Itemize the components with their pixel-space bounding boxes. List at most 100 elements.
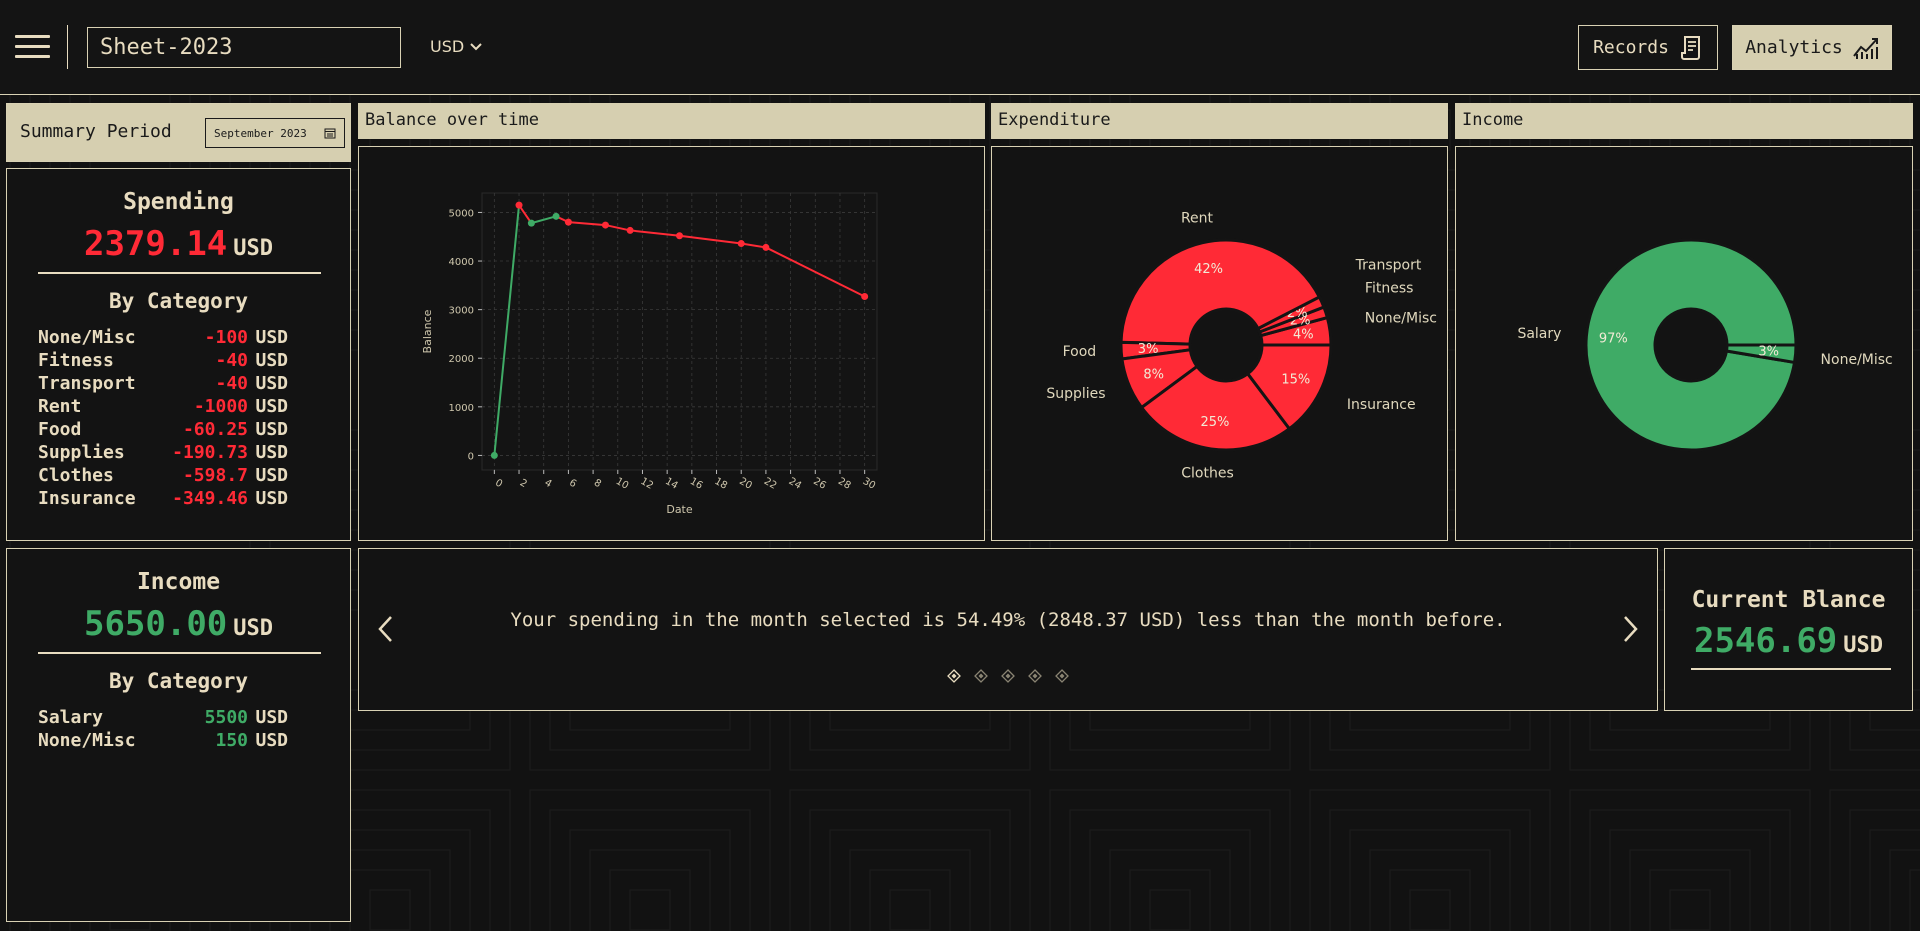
balance-point (564, 218, 572, 226)
chevron-right-icon[interactable] (1618, 614, 1642, 644)
pie-percent-label: 15% (1281, 373, 1310, 388)
expenditure-pie-chart: 4%None/Misc2%Fitness2%Transport42%Rent3%… (1046, 210, 1437, 481)
insight-text: Your spending in the month selected is 5… (510, 609, 1506, 631)
balance-segment (605, 224, 631, 232)
analytics-button[interactable]: Analytics (1732, 25, 1892, 70)
x-tick-label: 2 (518, 477, 529, 490)
carousel-dot[interactable] (974, 669, 988, 683)
income-amount: 5650.00 (83, 604, 228, 644)
spending-category-row: Clothes -598.7 USD (38, 465, 288, 488)
pie-category-label: Food (1063, 344, 1097, 360)
category-name: Rent (38, 396, 82, 417)
summary-period-bar: Summary Period September 2023 (6, 103, 351, 162)
category-unit: USD (255, 488, 288, 509)
category-name: None/Misc (38, 730, 136, 751)
pie-category-label: Supplies (1046, 386, 1105, 402)
carousel-dot[interactable] (1055, 669, 1069, 683)
line-chart-icon (1852, 37, 1878, 59)
balance-point (676, 232, 683, 240)
spending-category-row: Supplies -190.73 USD (38, 442, 288, 465)
records-button[interactable]: Records (1578, 25, 1718, 70)
x-tick-label: 12 (638, 476, 655, 492)
spending-category-row: Food -60.25 USD (38, 419, 288, 442)
category-value: -1000 (193, 396, 248, 417)
expenditure-chart-panel: 4% None/Misc 2% Fitness 2% Transport 42% Rent 3%… (991, 146, 1448, 541)
category-name: Salary (38, 707, 104, 728)
chevron-left-icon[interactable] (374, 614, 398, 644)
x-tick-label: 28 (836, 476, 853, 492)
income-category-row: None/Misc 150 USD (38, 730, 288, 753)
current-balance-title: Current Blance (1691, 587, 1886, 613)
carousel-dot[interactable] (1001, 669, 1015, 683)
spending-category-list: None/Misc -100 USD Fitness -40 USD Transport -4… (38, 327, 288, 511)
currency-value: USD (430, 37, 465, 56)
balance-segment (741, 242, 767, 249)
category-name: Clothes (38, 465, 114, 486)
category-name: Food (38, 419, 82, 440)
sheet-name-input[interactable] (87, 27, 401, 68)
x-tick-label: 8 (592, 477, 603, 490)
y-tick-label: 2000 (449, 354, 474, 365)
income-unit: USD (233, 616, 274, 641)
x-tick-label: 24 (787, 476, 804, 492)
pie-category-label: Insurance (1347, 397, 1416, 413)
spending-by-category-title: By Category (108, 289, 249, 313)
period-value: September 2023 (214, 126, 307, 140)
x-axis-label: Date (666, 503, 693, 516)
income-divider (38, 652, 321, 654)
pie-category-label: Salary (1517, 326, 1561, 342)
category-name: Supplies (38, 442, 125, 463)
category-name: None/Misc (38, 327, 136, 348)
spending-category-row: Insurance -349.46 USD (38, 488, 288, 511)
balance-segment (568, 221, 606, 227)
x-tick-label: 10 (614, 476, 631, 492)
carousel-dot[interactable] (947, 669, 961, 683)
category-unit: USD (255, 373, 288, 394)
income-category-list: Salary 5500 USD None/Misc 150 USD (38, 707, 288, 753)
spending-category-row: None/Misc -100 USD (38, 327, 288, 350)
category-unit: USD (255, 442, 288, 463)
category-value: -40 (215, 373, 248, 394)
spending-unit: USD (233, 236, 274, 261)
current-balance-amount: 2546.69 (1693, 621, 1838, 661)
pie-slice (1119, 238, 1322, 346)
x-tick-label: 14 (663, 476, 680, 492)
category-name: Transport (38, 373, 136, 394)
pie-percent-label: 97% (1599, 332, 1628, 347)
current-balance-divider (1691, 668, 1891, 670)
x-tick-label: 0 (493, 477, 504, 490)
hamburger-icon[interactable] (15, 33, 50, 61)
balance-point (515, 201, 523, 209)
spending-panel: Spending 2379.14 USD By Category None/Mis… (6, 168, 351, 541)
current-balance-total: 2546.69 USD (1665, 621, 1912, 661)
y-tick-label: 1000 (449, 403, 474, 414)
carousel-dot[interactable] (1028, 669, 1042, 683)
spending-category-row: Rent -1000 USD (38, 396, 288, 419)
income-panel-header: Income (1455, 103, 1913, 139)
balance-line-chart: 0 2 4 6 8 10 12 14 16 18 20 22 24 26 28 300100020003000… (421, 192, 878, 516)
balance-point (490, 451, 498, 459)
balance-point (737, 240, 745, 248)
balance-segment (630, 229, 680, 237)
insight-carousel: Your spending in the month selected is 5… (358, 548, 1658, 711)
balance-chart-panel: 0 2 4 6 8 10 12 14 16 18 20 22 24 26 28 30 0 1000 2000 3000… (358, 146, 985, 541)
category-value: 5500 (204, 707, 248, 728)
income-panel: Income 5650.00 USD By Category Salary 5500… (6, 548, 351, 922)
income-pie-chart: 97% Salary 3% None/Misc (1517, 238, 1893, 452)
category-value: 150 (215, 730, 248, 751)
period-picker[interactable]: September 2023 (205, 118, 345, 148)
balance-segment (765, 246, 866, 298)
top-bar: USD Records Analytics (0, 0, 1920, 95)
balance-point (861, 293, 869, 301)
pie-slice (1584, 238, 1798, 452)
chevron-down-icon (470, 42, 482, 50)
balance-point (601, 221, 609, 229)
y-axis-label: Balance (421, 309, 434, 353)
currency-select[interactable]: USD (430, 37, 482, 56)
pie-category-label: Fitness (1365, 280, 1414, 296)
spending-amount: 2379.14 (83, 224, 228, 264)
category-value: -100 (204, 327, 248, 348)
category-unit: USD (255, 350, 288, 371)
calendar-icon (324, 128, 336, 139)
category-value: -190.73 (172, 442, 248, 463)
